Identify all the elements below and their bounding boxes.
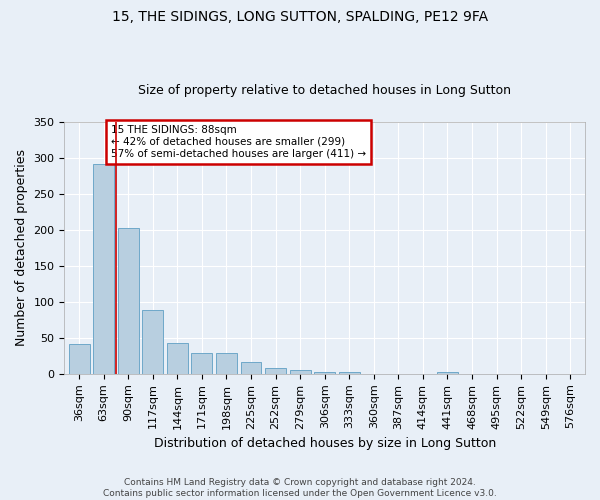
Text: Contains HM Land Registry data © Crown copyright and database right 2024.
Contai: Contains HM Land Registry data © Crown c… — [103, 478, 497, 498]
Bar — [142, 310, 163, 374]
Title: Size of property relative to detached houses in Long Sutton: Size of property relative to detached ho… — [138, 84, 511, 97]
Bar — [241, 362, 262, 374]
X-axis label: Distribution of detached houses by size in Long Sutton: Distribution of detached houses by size … — [154, 437, 496, 450]
Bar — [69, 344, 89, 374]
Bar — [265, 368, 286, 374]
Bar — [118, 228, 139, 374]
Bar — [167, 343, 188, 374]
Bar — [339, 372, 359, 374]
Y-axis label: Number of detached properties: Number of detached properties — [15, 150, 28, 346]
Text: 15 THE SIDINGS: 88sqm
← 42% of detached houses are smaller (299)
57% of semi-det: 15 THE SIDINGS: 88sqm ← 42% of detached … — [111, 126, 366, 158]
Bar — [290, 370, 311, 374]
Bar — [314, 372, 335, 374]
Bar — [191, 353, 212, 374]
Bar — [437, 372, 458, 374]
Text: 15, THE SIDINGS, LONG SUTTON, SPALDING, PE12 9FA: 15, THE SIDINGS, LONG SUTTON, SPALDING, … — [112, 10, 488, 24]
Bar — [216, 353, 237, 374]
Bar — [93, 164, 114, 374]
